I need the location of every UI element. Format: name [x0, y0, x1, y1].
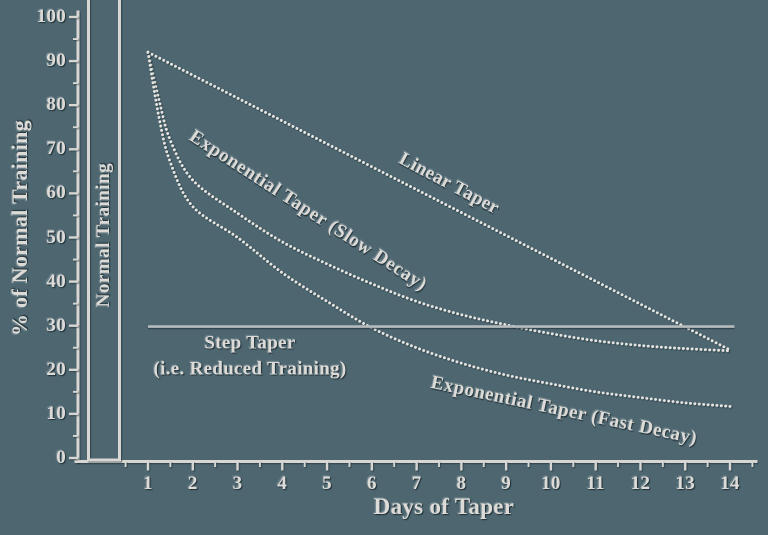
y-tick-label: 40	[46, 270, 66, 292]
x-tick-label: 5	[322, 473, 332, 494]
x-tick-label: 11	[586, 473, 605, 494]
x-tick-label: 2	[187, 473, 198, 494]
x-tick-label: 9	[501, 473, 512, 494]
normal-training-bar-label: Normal Training	[93, 162, 114, 308]
y-tick-label: 50	[46, 226, 66, 248]
y-tick-label: 0	[56, 447, 66, 468]
step-taper-label-line2: (i.e. Reduced Training)	[153, 358, 347, 379]
y-tick-label: 30	[46, 314, 66, 336]
y-tick-label: 60	[46, 182, 66, 204]
x-tick-label: 1	[143, 473, 153, 494]
normal-training-bar	[87, 0, 121, 462]
y-tick-label: 90	[46, 50, 66, 72]
x-tick-label: 4	[277, 473, 288, 494]
series-exponential-taper-slow-decay	[146, 50, 732, 353]
x-tick-label: 12	[630, 473, 651, 494]
x-tick-label: 14	[720, 473, 740, 494]
series-exponential-taper-fast-decay	[146, 50, 732, 408]
y-tick-label: 10	[46, 402, 66, 424]
y-axis-title: % of Normal Training	[7, 119, 32, 337]
x-axis-title: Days of Taper	[373, 494, 515, 519]
step-taper-label: Step Taper (i.e. Reduced Training)	[153, 330, 346, 381]
x-tick-label: 10	[541, 473, 561, 494]
series-linear-taper	[146, 50, 732, 352]
y-tick-label: 100	[36, 6, 66, 27]
step-taper-label-line1: Step Taper	[204, 332, 296, 354]
x-tick-label: 3	[232, 473, 243, 494]
x-tick-label: 6	[366, 473, 377, 494]
x-tick-label: 7	[411, 473, 422, 494]
x-tick-label: 13	[675, 473, 696, 494]
y-tick-label: 80	[46, 94, 66, 116]
x-tick-label: 8	[456, 473, 467, 494]
y-tick-label: 20	[46, 358, 66, 380]
y-tick-label: 70	[46, 138, 66, 160]
